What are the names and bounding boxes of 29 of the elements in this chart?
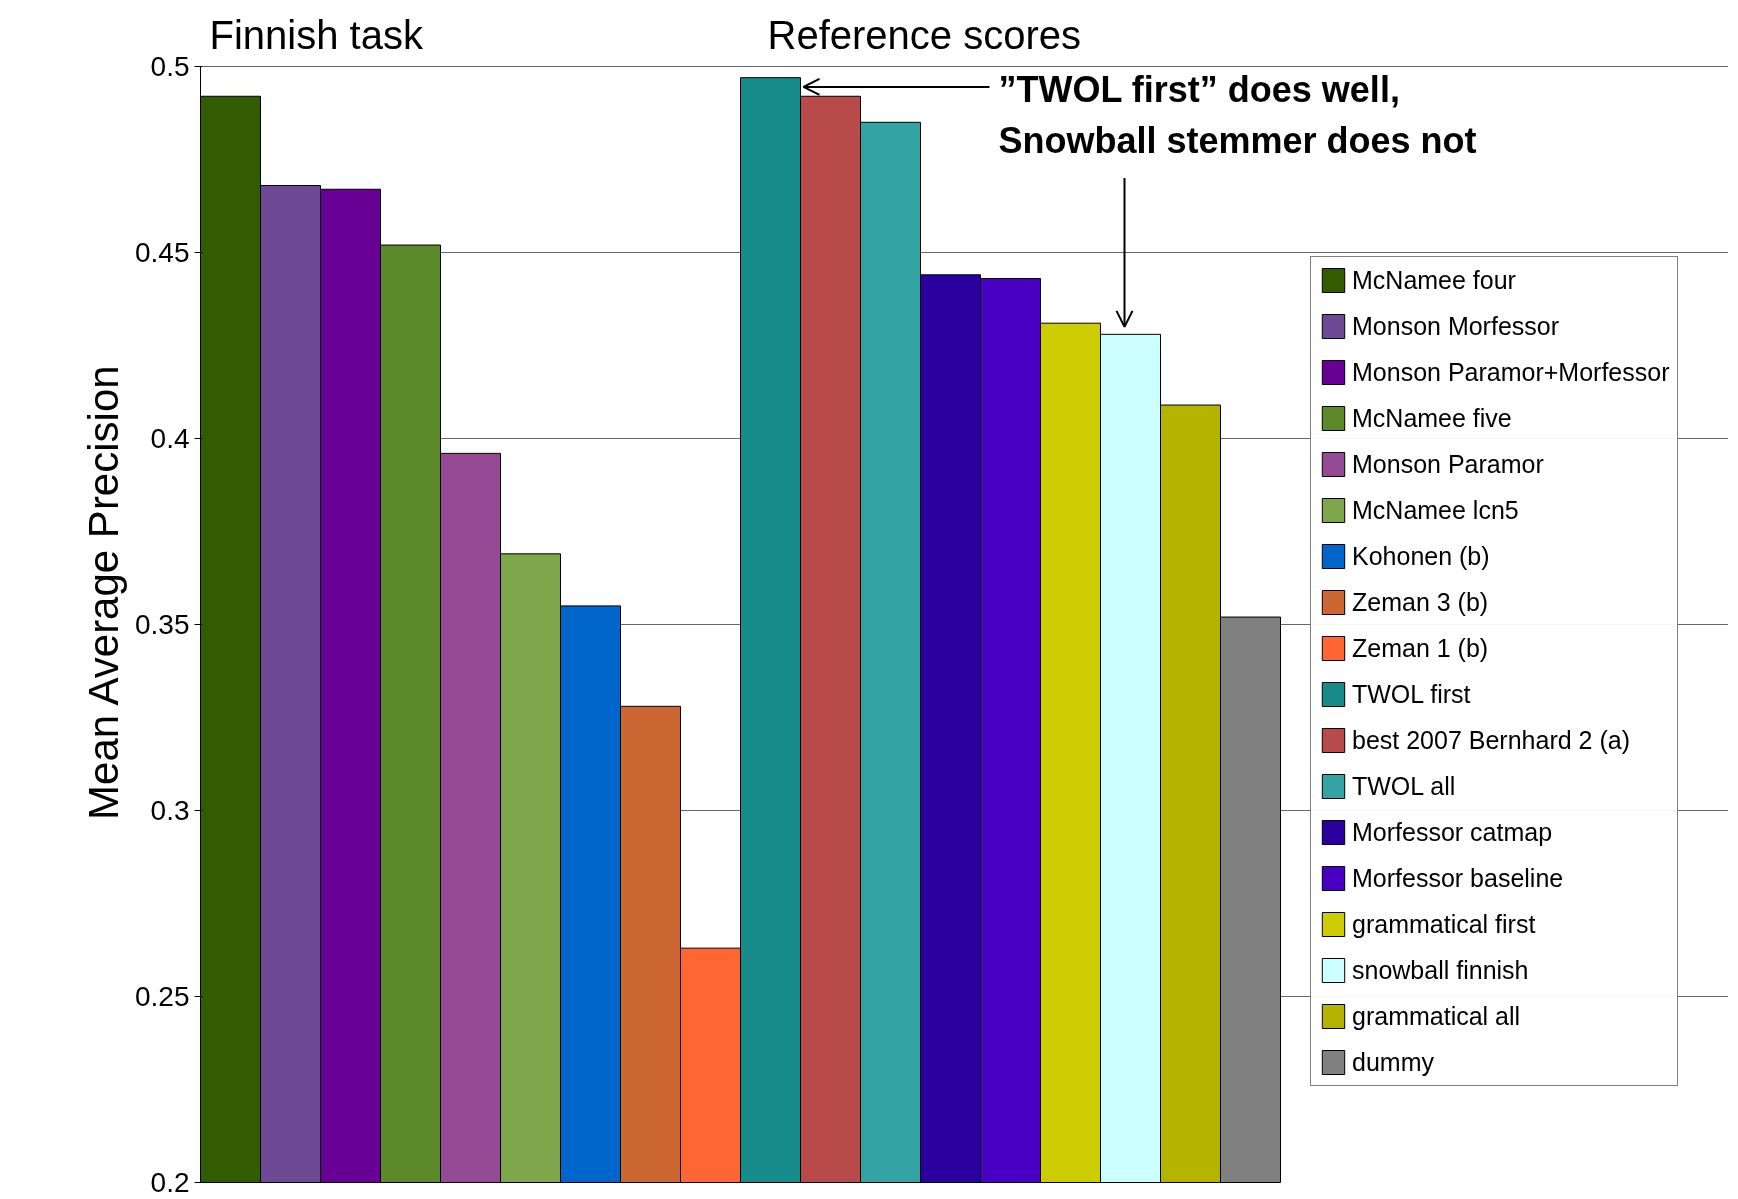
legend-label: Monson Morfessor <box>1352 311 1560 341</box>
text: Finnish task <box>209 12 424 57</box>
text: Reference scores <box>767 12 1081 57</box>
y-tick-label: 0.25 <box>135 981 190 1012</box>
legend-label: Kohonen (b) <box>1352 541 1490 571</box>
legend-label: snowball finnish <box>1352 955 1529 985</box>
y-axis-title: Mean Average Precision <box>80 365 127 820</box>
legend-label: dummy <box>1352 1047 1434 1077</box>
y-tick-label: 0.2 <box>150 1167 190 1198</box>
legend-label: TWOL first <box>1352 679 1471 709</box>
y-tick-label: 0.4 <box>150 423 190 454</box>
y-tick-label: 0.45 <box>135 237 190 268</box>
legend-label: McNamee four <box>1352 265 1516 295</box>
y-tick-label: 0.35 <box>135 609 190 640</box>
legend-label: Morfessor baseline <box>1352 863 1564 893</box>
legend-label: McNamee lcn5 <box>1352 495 1519 525</box>
legend-label: Monson Paramor+Morfessor <box>1352 357 1670 387</box>
legend-label: grammatical first <box>1352 909 1536 939</box>
annotation: ”TWOL first” does well, Snowball stemmer does not <box>998 68 1477 161</box>
legend-label: Zeman 1 (b) <box>1352 633 1489 663</box>
legend-label: Morfessor catmap <box>1352 817 1553 847</box>
legend-label: best 2007 Bernhard 2 (a) <box>1352 725 1630 755</box>
legend-label: grammatical all <box>1352 1001 1521 1031</box>
legend-label: Monson Paramor <box>1352 449 1544 479</box>
y-tick-label: 0.3 <box>150 795 190 826</box>
legend-label: TWOL all <box>1352 771 1456 801</box>
legend-label: Zeman 3 (b) <box>1352 587 1489 617</box>
y-tick-label: 0.5 <box>150 51 190 82</box>
legend-label: McNamee five <box>1352 403 1512 433</box>
